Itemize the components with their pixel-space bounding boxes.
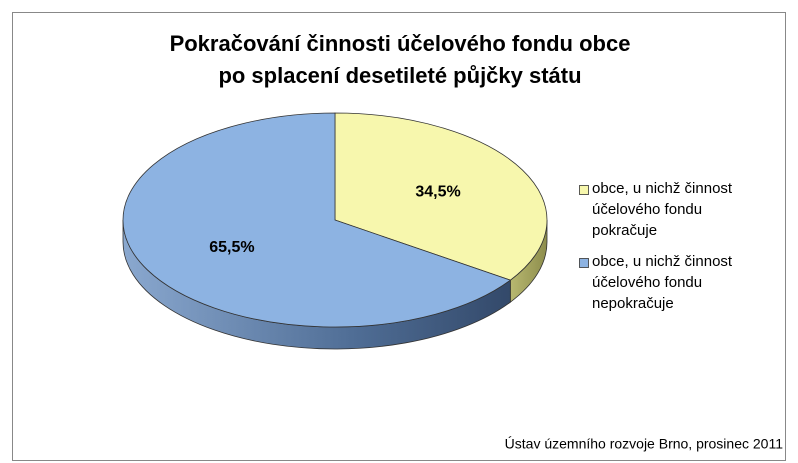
legend-swatch: [579, 258, 589, 268]
chart-title: Pokračování činnosti účelového fondu obc…: [170, 31, 631, 56]
chart-title: po splacení desetileté půjčky státu: [218, 63, 581, 88]
source-note: Ústav územního rozvoje Brno, prosinec 20…: [505, 436, 784, 452]
legend-label: obce, u nichž činnost účelového fondu po…: [592, 180, 733, 239]
pie-slice: [334, 112, 548, 281]
legend-label: obce, u nichž činnost účelového fondu ne…: [592, 253, 733, 312]
data-label: 65,5%: [209, 239, 254, 256]
legend-swatch: [579, 185, 589, 195]
data-label: 34,5%: [415, 184, 460, 201]
pie-slice: [122, 112, 512, 328]
